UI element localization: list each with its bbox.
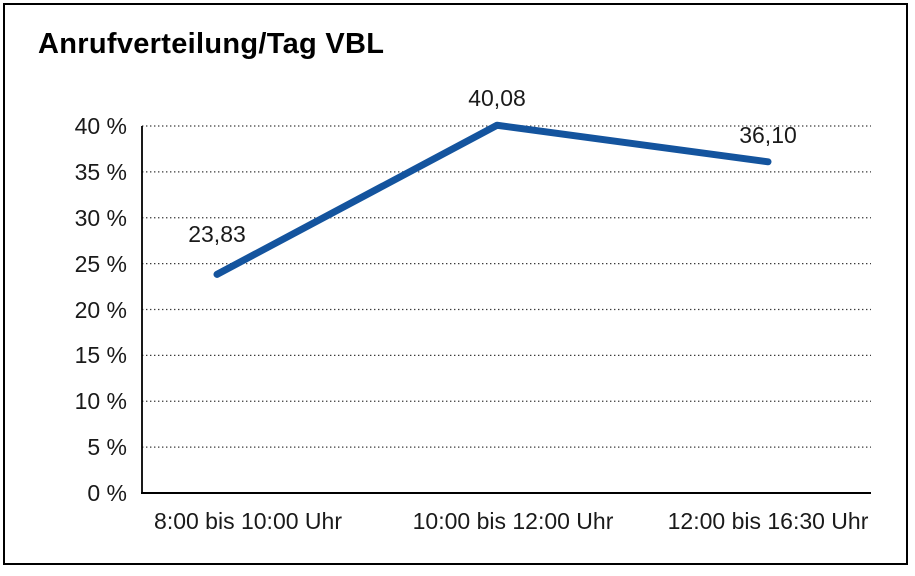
y-tick-label: 35 % xyxy=(74,158,127,185)
x-category-label: 8:00 bis 10:00 Uhr xyxy=(154,508,342,534)
data-label: 23,83 xyxy=(188,221,246,248)
chart-title: Anrufverteilung/Tag VBL xyxy=(38,28,385,60)
x-category-label: 10:00 bis 12:00 Uhr xyxy=(412,508,614,534)
y-tick-label: 5 % xyxy=(87,434,127,461)
y-tick-label: 30 % xyxy=(74,204,127,231)
y-tick-label: 15 % xyxy=(74,342,127,369)
y-tick-label: 20 % xyxy=(74,296,127,323)
data-label: 36,10 xyxy=(739,121,797,148)
y-tick-label: 0 % xyxy=(87,480,127,506)
data-line xyxy=(213,121,772,278)
data-label: 40,08 xyxy=(468,85,526,112)
y-tick-label: 25 % xyxy=(74,250,127,277)
x-category-label: 12:00 bis 16:30 Uhr xyxy=(667,508,869,534)
y-tick-label: 40 % xyxy=(74,113,127,139)
y-tick-label: 10 % xyxy=(74,388,127,415)
chart-frame xyxy=(3,3,908,565)
